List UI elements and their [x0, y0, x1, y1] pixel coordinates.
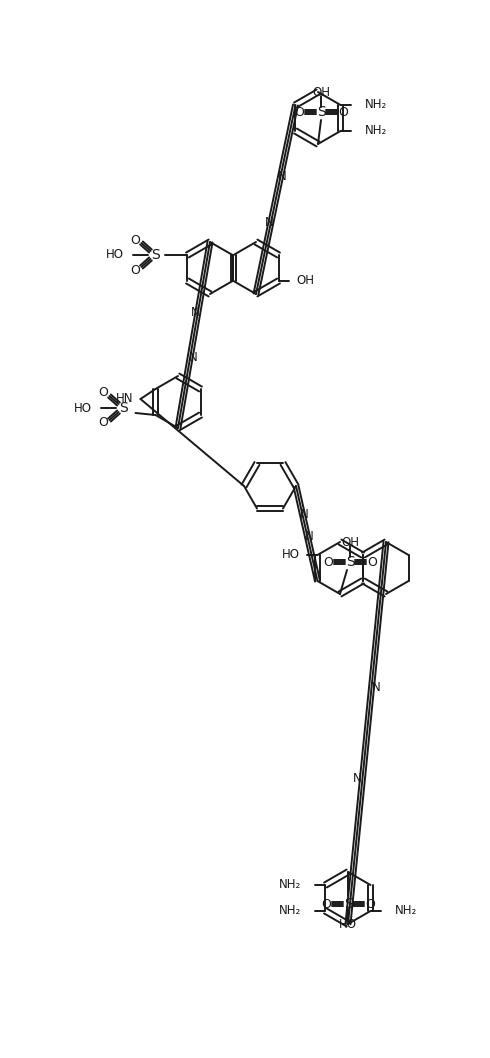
Text: HN: HN: [116, 393, 133, 405]
Text: OH: OH: [312, 86, 330, 98]
Text: O: O: [338, 106, 348, 118]
Text: S: S: [345, 555, 354, 569]
Text: S: S: [119, 401, 128, 415]
Text: HO: HO: [105, 249, 123, 261]
Text: O: O: [323, 555, 333, 568]
Text: OH: OH: [296, 274, 315, 288]
Text: NH₂: NH₂: [279, 878, 301, 892]
Text: O: O: [294, 106, 304, 118]
Text: O: O: [367, 555, 377, 568]
Text: N: N: [191, 306, 199, 320]
Text: S: S: [151, 248, 160, 262]
Text: HO: HO: [74, 401, 92, 415]
Text: N: N: [305, 530, 314, 544]
Text: HO: HO: [339, 917, 357, 930]
Text: HO: HO: [281, 548, 299, 562]
Text: N: N: [353, 772, 362, 785]
Text: NH₂: NH₂: [279, 905, 301, 917]
Text: O: O: [130, 263, 141, 276]
Text: N: N: [189, 351, 197, 364]
Text: N: N: [300, 508, 309, 521]
Text: O: O: [130, 234, 141, 247]
Text: S: S: [343, 897, 352, 911]
Text: NH₂: NH₂: [365, 125, 387, 138]
Text: S: S: [317, 105, 325, 118]
Text: O: O: [98, 386, 108, 400]
Text: NH₂: NH₂: [365, 98, 387, 111]
Text: N: N: [372, 680, 381, 694]
Text: N: N: [265, 216, 273, 229]
Text: NH₂: NH₂: [394, 905, 417, 917]
Text: OH: OH: [341, 535, 359, 548]
Text: O: O: [365, 897, 375, 911]
Text: N: N: [278, 170, 287, 183]
Text: O: O: [98, 417, 108, 430]
Text: O: O: [321, 897, 331, 911]
